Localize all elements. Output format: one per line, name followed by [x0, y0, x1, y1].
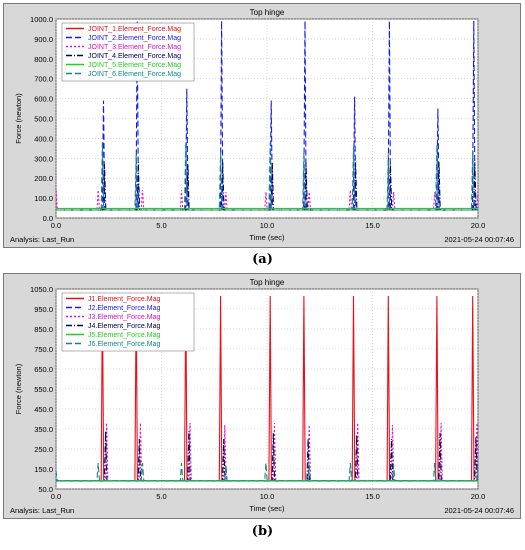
y-tick-label: 500.0 — [34, 115, 53, 124]
y-tick-label: 350.0 — [34, 425, 53, 434]
x-axis-label: Time (sec) — [249, 504, 285, 513]
x-tick-label: 5.0 — [156, 221, 166, 230]
series-line-6 — [56, 142, 478, 211]
legend-entry: J6.Element_Force.Mag — [88, 341, 160, 348]
x-tick-label: 20.0 — [471, 492, 486, 501]
x-tick-label: 5.0 — [156, 492, 166, 501]
x-tick-label: 15.0 — [365, 492, 380, 501]
chart-a: Top hinge 0.0 100.0 200.0 300.0 400.0 500.0 600… — [10, 8, 514, 244]
caption-a: (a) — [252, 252, 273, 267]
legend-box — [61, 292, 195, 352]
y-tick-label: 300.0 — [34, 154, 53, 163]
y-tick-label: 1050.0 — [30, 285, 53, 294]
x-tick-label: 10.0 — [260, 492, 275, 501]
legend-entry: J3.Element_Force.Mag — [88, 314, 160, 321]
legend-entry: JOINT_4.Element_Force.Mag — [88, 53, 181, 60]
chart-title: Top hinge — [250, 278, 285, 287]
y-tick-label: 450.0 — [34, 405, 53, 414]
legend-entry: J4.Element_Force.Mag — [88, 323, 160, 330]
x-axis-label: Time (sec) — [249, 233, 285, 242]
timestamp-label: 2021-05-24 00:07:46 — [444, 235, 514, 244]
x-tick-label: 20.0 — [471, 221, 486, 230]
y-tick-label: 0.0 — [43, 214, 53, 223]
y-tick-label: 600.0 — [34, 95, 53, 104]
series-line-6 — [56, 462, 478, 482]
analysis-label: Analysis: Last_Run — [10, 506, 74, 515]
y-tick-label: 400.0 — [34, 134, 53, 143]
legend-entry: J1.Element_Force.Mag — [88, 296, 160, 303]
x-tick-label: 10.0 — [260, 221, 275, 230]
analysis-label: Analysis: Last_Run — [10, 235, 74, 244]
legend-entry: JOINT_6.Element_Force.Mag — [88, 71, 181, 78]
legend-entry: JOINT_1.Element_Force.Mag — [88, 26, 181, 33]
y-tick-label: 200.0 — [34, 174, 53, 183]
y-tick-label: 550.0 — [34, 385, 53, 394]
y-tick-label: 700.0 — [34, 75, 53, 84]
timestamp-label: 2021-05-24 00:07:46 — [444, 506, 514, 515]
y-tick-label: 750.0 — [34, 345, 53, 354]
x-tick-label: 15.0 — [365, 221, 380, 230]
y-tick-label: 650.0 — [34, 365, 53, 374]
y-tick-label: 800.0 — [34, 55, 53, 64]
x-tick-label: 0.0 — [51, 492, 61, 501]
series-line-4 — [56, 162, 478, 211]
y-tick-label: 150.0 — [34, 465, 53, 474]
y-axis-label: Force (newton) — [14, 363, 23, 414]
chart-panel-b: Top hinge 50.0 150.0 250.0 350.0 450.0 550.0 65… — [3, 273, 521, 519]
chart-title: Top hinge — [250, 8, 285, 17]
y-tick-label: 100.0 — [34, 194, 53, 203]
legend-entry: JOINT_2.Element_Force.Mag — [88, 35, 181, 42]
legend-entry: JOINT_3.Element_Force.Mag — [88, 44, 181, 51]
y-axis-label: Force (newton) — [14, 93, 23, 144]
y-tick-label: 50.0 — [38, 485, 53, 494]
x-tick-label: 0.0 — [51, 221, 61, 230]
y-tick-label: 900.0 — [34, 35, 53, 44]
chart-b: Top hinge 50.0 150.0 250.0 350.0 450.0 550.0 65… — [10, 278, 514, 515]
legend-entry: JOINT_5.Element_Force.Mag — [88, 62, 181, 69]
legend-entry: J5.Element_Force.Mag — [88, 332, 160, 339]
chart-panel-a: Top hinge 0.0 100.0 200.0 300.0 400.0 500.0 600… — [3, 3, 521, 248]
caption-b: (b) — [251, 524, 274, 539]
y-tick-label: 250.0 — [34, 445, 53, 454]
y-tick-label: 850.0 — [34, 325, 53, 334]
y-tick-label: 950.0 — [34, 305, 53, 314]
legend-box — [61, 22, 195, 82]
y-tick-label: 1000.0 — [30, 15, 53, 24]
legend-entry: J2.Element_Force.Mag — [88, 305, 160, 312]
